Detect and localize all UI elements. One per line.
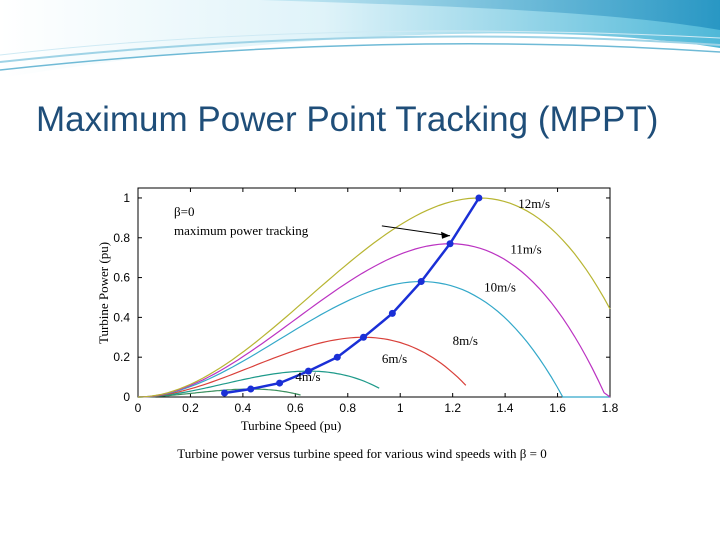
x-tick-label: 1.4 [497, 401, 514, 415]
x-tick-label: 0.2 [182, 401, 199, 415]
x-tick-label: 0 [135, 401, 142, 415]
x-axis-label: Turbine Speed (pu) [241, 418, 342, 433]
mppt-curve [221, 194, 483, 397]
mppt-point [446, 240, 454, 248]
header-banner [0, 0, 720, 78]
mppt-annotation: maximum power tracking [174, 223, 309, 238]
x-tick-label: 1.2 [444, 401, 461, 415]
mppt-line [224, 197, 480, 395]
x-tick-label: 0.8 [339, 401, 356, 415]
series-label: 12m/s [518, 196, 550, 211]
wind-speed-curves [137, 197, 611, 398]
series-label: 4m/s [295, 369, 320, 384]
mppt-point [221, 389, 229, 397]
chart-caption: Turbine power versus turbine speed for v… [177, 446, 546, 461]
axes: 0 0.2 0.4 0.6 0.8 1 1.2 1.4 1.6 1.8 0 0.2 0.4 0.6 0.8 1 [113, 187, 619, 415]
wind-curve-4ms [138, 388, 301, 398]
mppt-point [304, 367, 312, 375]
y-tick-label: 0.6 [113, 271, 130, 285]
wind-curve-11ms [137, 243, 611, 398]
y-tick-label: 0.4 [113, 310, 130, 324]
mppt-point [417, 278, 425, 286]
plot-frame [137, 187, 611, 398]
wind-curve-12ms [137, 197, 611, 398]
mppt-point [247, 385, 255, 393]
annotation-arrowhead [441, 231, 451, 239]
wind-curve-8ms [137, 336, 467, 398]
mppt-point [388, 309, 396, 317]
series-labels: 4m/s 6m/s 8m/s 10m/s 11m/s 12m/s [295, 196, 550, 384]
x-tick-label: 0.6 [287, 401, 304, 415]
y-tick-label: 0.2 [113, 350, 130, 364]
x-tick-label: 0.4 [235, 401, 252, 415]
annotation-arrow [381, 225, 451, 237]
series-label: 10m/s [484, 280, 516, 295]
x-tick-label: 1.8 [602, 401, 619, 415]
y-axis-label: Turbine Power (pu) [96, 242, 111, 344]
beta-annotation: β=0 [174, 204, 194, 219]
series-label: 11m/s [510, 242, 541, 257]
series-label: 6m/s [382, 351, 407, 366]
mppt-point [333, 353, 341, 361]
wind-curve-10ms [137, 280, 610, 398]
series-label: 8m/s [453, 333, 478, 348]
slide-title: Maximum Power Point Tracking (MPPT) [36, 100, 659, 139]
y-tick-label: 0 [123, 390, 130, 404]
wind-curve-6ms [138, 370, 380, 398]
mppt-point [475, 194, 483, 202]
x-tick-label: 1 [397, 401, 404, 415]
y-tick-label: 1 [123, 191, 130, 205]
mppt-point [360, 333, 368, 341]
x-tick-label: 1.6 [549, 401, 566, 415]
mppt-point [276, 379, 284, 387]
y-tick-label: 0.8 [113, 231, 130, 245]
turbine-power-chart: 0 0.2 0.4 0.6 0.8 1 1.2 1.4 1.6 1.8 0 0.2 0.4 0.6 0.8 1… [96, 187, 619, 461]
